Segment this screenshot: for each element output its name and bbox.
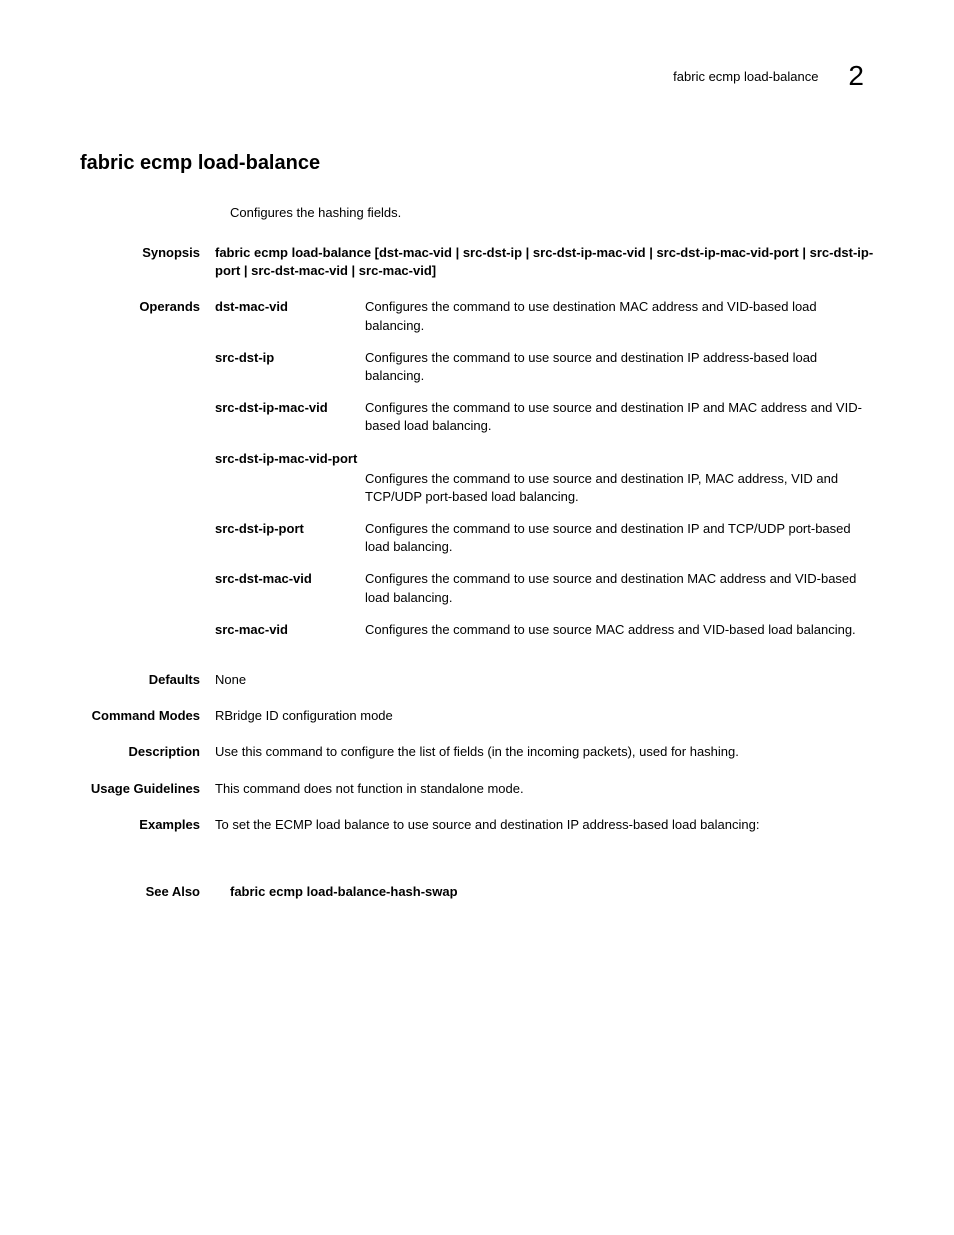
operand-row: src-dst-ip-port Configures the command t… bbox=[215, 520, 874, 556]
operand-desc: Configures the command to use source and… bbox=[365, 570, 874, 606]
examples-section: Examples To set the ECMP load balance to… bbox=[80, 816, 874, 834]
operand-desc: Configures the command to use source and… bbox=[365, 470, 874, 506]
operand-term: src-dst-ip-port bbox=[215, 520, 365, 556]
operand-term: dst-mac-vid bbox=[215, 298, 365, 334]
operand-term: src-mac-vid bbox=[215, 621, 365, 639]
operand-row: src-dst-mac-vid Configures the command t… bbox=[215, 570, 874, 606]
command-modes-content: RBridge ID configuration mode bbox=[215, 707, 874, 725]
usage-guidelines-label: Usage Guidelines bbox=[80, 780, 215, 798]
operand-row-fullwidth: src-dst-ip-mac-vid-port Configures the c… bbox=[215, 450, 874, 507]
description-label: Description bbox=[80, 743, 215, 761]
operands-content: dst-mac-vid Configures the command to us… bbox=[215, 298, 874, 653]
operand-term: src-dst-ip-mac-vid bbox=[215, 399, 365, 435]
operand-term: src-dst-ip-mac-vid-port bbox=[215, 450, 874, 468]
operand-row: src-dst-ip Configures the command to use… bbox=[215, 349, 874, 385]
synopsis-section: Synopsis fabric ecmp load-balance [dst-m… bbox=[80, 244, 874, 280]
running-title: fabric ecmp load-balance bbox=[673, 69, 818, 84]
description-content: Use this command to configure the list o… bbox=[215, 743, 874, 761]
examples-label: Examples bbox=[80, 816, 215, 834]
defaults-content: None bbox=[215, 671, 874, 689]
usage-guidelines-section: Usage Guidelines This command does not f… bbox=[80, 780, 874, 798]
operand-desc: Configures the command to use source and… bbox=[365, 399, 874, 435]
operand-desc: Configures the command to use source MAC… bbox=[365, 621, 874, 639]
operand-term: src-dst-mac-vid bbox=[215, 570, 365, 606]
see-also-label: See Also bbox=[80, 884, 215, 899]
operand-desc: Configures the command to use source and… bbox=[365, 349, 874, 385]
page-header: fabric ecmp load-balance 2 bbox=[80, 60, 874, 92]
description-section: Description Use this command to configur… bbox=[80, 743, 874, 761]
synopsis-label: Synopsis bbox=[80, 244, 215, 280]
operand-row: src-mac-vid Configures the command to us… bbox=[215, 621, 874, 639]
defaults-section: Defaults None bbox=[80, 671, 874, 689]
command-modes-label: Command Modes bbox=[80, 707, 215, 725]
see-also-content: fabric ecmp load-balance-hash-swap bbox=[230, 884, 874, 899]
operand-row: src-dst-ip-mac-vid Configures the comman… bbox=[215, 399, 874, 435]
intro-text: Configures the hashing fields. bbox=[230, 205, 874, 220]
operand-row: dst-mac-vid Configures the command to us… bbox=[215, 298, 874, 334]
see-also-section: See Also fabric ecmp load-balance-hash-s… bbox=[80, 884, 874, 899]
chapter-number: 2 bbox=[848, 60, 864, 92]
usage-guidelines-content: This command does not function in standa… bbox=[215, 780, 874, 798]
operand-term: src-dst-ip bbox=[215, 349, 365, 385]
examples-content: To set the ECMP load balance to use sour… bbox=[215, 816, 874, 834]
synopsis-content: fabric ecmp load-balance [dst-mac-vid | … bbox=[215, 244, 874, 280]
page-title: fabric ecmp load-balance bbox=[80, 152, 874, 175]
operands-section: Operands dst-mac-vid Configures the comm… bbox=[80, 298, 874, 653]
operand-desc: Configures the command to use destinatio… bbox=[365, 298, 874, 334]
operands-label: Operands bbox=[80, 298, 215, 653]
defaults-label: Defaults bbox=[80, 671, 215, 689]
operand-desc: Configures the command to use source and… bbox=[365, 520, 874, 556]
command-modes-section: Command Modes RBridge ID configuration m… bbox=[80, 707, 874, 725]
